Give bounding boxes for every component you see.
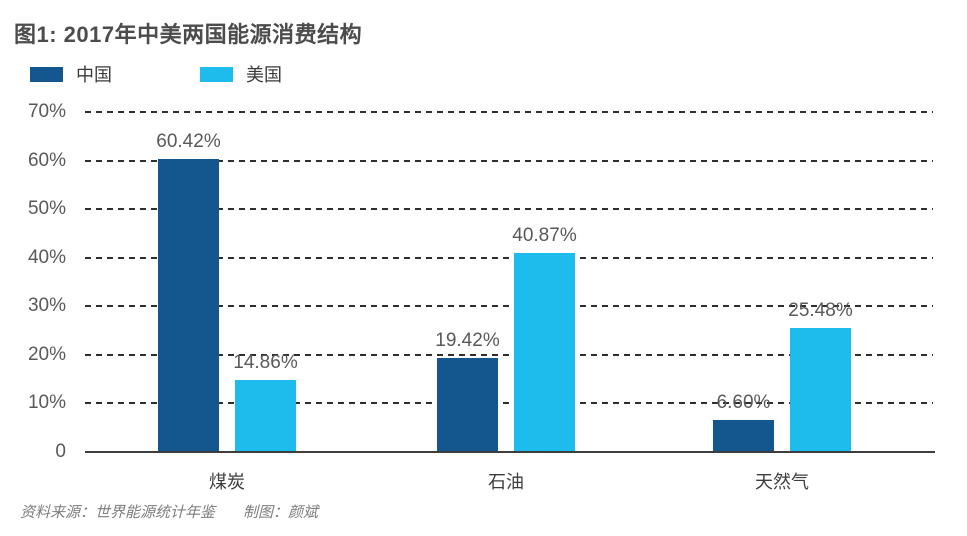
category-label-天然气: 天然气 <box>755 472 809 492</box>
footer-notes: 资料来源：世界能源统计年鉴 制图：颜斌 <box>20 501 318 522</box>
category-label-石油: 石油 <box>488 472 524 492</box>
gridline-60 <box>85 159 933 162</box>
bar-value-label: 60.42% <box>156 131 221 152</box>
gridline-20 <box>85 353 933 356</box>
y-axis-tick-label: 40% <box>27 246 66 268</box>
legend-label-usa: 美国 <box>246 65 282 85</box>
gridline-10 <box>85 402 933 405</box>
y-axis-tick-label: 30% <box>27 295 66 317</box>
bar-美国-石油 <box>514 253 575 452</box>
y-axis-tick-label: 20% <box>27 343 66 365</box>
gridline-70 <box>85 111 933 113</box>
y-axis-tick-label: 0 <box>55 441 66 462</box>
category-label-煤炭: 煤炭 <box>209 472 245 492</box>
bar-value-label: 19.42% <box>435 330 500 351</box>
y-axis-tick-label: 50% <box>27 198 66 220</box>
gridline-50 <box>85 208 933 211</box>
source-note: 资料来源：世界能源统计年鉴 <box>20 504 216 521</box>
legend-swatch-usa <box>200 66 233 82</box>
bar-value-label: 40.87% <box>512 225 577 246</box>
gridline-30 <box>85 305 933 308</box>
bar-中国-天然气 <box>713 420 774 452</box>
x-axis-baseline <box>85 451 935 453</box>
bar-value-label: 6.60% <box>716 392 771 413</box>
y-axis-tick-label: 10% <box>27 392 66 414</box>
bar-中国-石油 <box>437 358 498 452</box>
credit-note: 制图：颜斌 <box>243 504 319 521</box>
bar-美国-煤炭 <box>235 380 296 452</box>
bar-value-label: 14.86% <box>233 352 298 373</box>
y-axis-tick-label: 60% <box>27 149 66 171</box>
bar-中国-煤炭 <box>158 159 219 452</box>
bar-美国-天然气 <box>790 328 851 452</box>
bar-value-label: 25.48% <box>788 300 853 321</box>
gridline-40 <box>85 256 933 259</box>
legend-swatch-china <box>30 66 63 82</box>
legend-label-china: 中国 <box>76 65 112 85</box>
y-axis-tick-label: 70% <box>27 101 66 122</box>
legend-item-usa: 美国 <box>200 61 282 87</box>
chart-title: 图1: 2017年中美两国能源消费结构 <box>14 22 363 47</box>
legend-item-china: 中国 <box>30 61 112 87</box>
